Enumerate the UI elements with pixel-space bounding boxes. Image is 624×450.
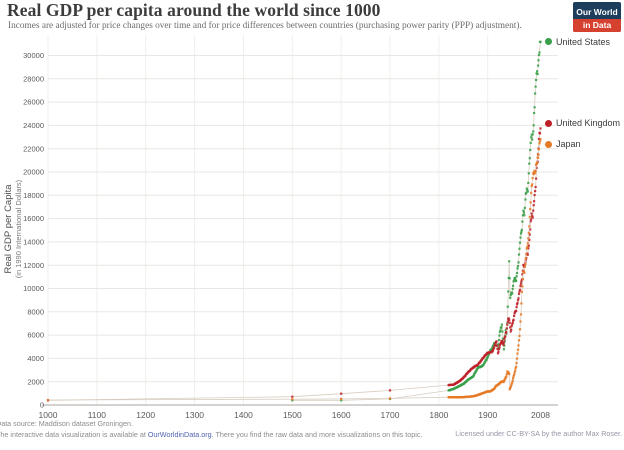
svg-text:2000: 2000 bbox=[27, 377, 44, 386]
svg-text:10000: 10000 bbox=[23, 284, 44, 293]
svg-text:1400: 1400 bbox=[234, 410, 253, 420]
svg-text:0: 0 bbox=[40, 401, 44, 410]
svg-text:1800: 1800 bbox=[429, 410, 448, 420]
svg-text:30000: 30000 bbox=[23, 51, 44, 60]
svg-text:16000: 16000 bbox=[23, 214, 44, 223]
interactive-note: The interactive data visualization is av… bbox=[0, 430, 624, 439]
interactive-note-pre: The interactive data visualization is av… bbox=[0, 430, 148, 439]
legend-item-japan[interactable]: Japan bbox=[545, 139, 581, 149]
svg-text:2008: 2008 bbox=[531, 410, 550, 420]
legend-label-japan: Japan bbox=[556, 139, 581, 150]
svg-text:26000: 26000 bbox=[23, 98, 44, 107]
data-source-note: Data source: Maddison dataset Groningen. bbox=[0, 419, 134, 428]
series-united-states bbox=[291, 40, 542, 402]
legend-item-united-states[interactable]: United States bbox=[545, 37, 610, 47]
owid-logo-line1: Our World bbox=[576, 7, 618, 17]
owid-logo-line2: in Data bbox=[573, 18, 621, 32]
svg-text:1200: 1200 bbox=[136, 410, 155, 420]
gridlines bbox=[42, 35, 558, 406]
owid-logo: Our World in Data bbox=[573, 2, 621, 32]
owid-link[interactable]: OurWorldinData.org bbox=[147, 430, 212, 439]
axis-tick-labels: 0 2000 4000 6000 8000 10000 12000 14000 16000 180… bbox=[23, 51, 550, 420]
legend-label-united-kingdom: United Kingdom bbox=[556, 118, 621, 129]
chart-footer: Data source: Maddison dataset Groningen.… bbox=[0, 419, 624, 439]
series-united-kingdom bbox=[46, 127, 542, 402]
legend-item-united-kingdom[interactable]: United Kingdom bbox=[545, 118, 620, 128]
legend-dot-japan bbox=[545, 140, 552, 148]
svg-text:1700: 1700 bbox=[381, 410, 400, 420]
svg-text:18000: 18000 bbox=[23, 191, 44, 200]
svg-text:1900: 1900 bbox=[478, 410, 497, 420]
chart-subtitle: Incomes are adjusted for price changes o… bbox=[8, 21, 522, 31]
license-note: Licensed under CC-BY-SA by the author Ma… bbox=[455, 429, 622, 438]
series-japan bbox=[46, 138, 542, 402]
svg-text:1000: 1000 bbox=[39, 410, 58, 420]
legend-dot-united-states bbox=[545, 38, 552, 46]
legend-dot-united-kingdom bbox=[545, 119, 552, 127]
svg-text:12000: 12000 bbox=[23, 261, 44, 270]
svg-text:1500: 1500 bbox=[283, 410, 302, 420]
page-title: Real GDP per capita around the world sin… bbox=[7, 0, 381, 20]
svg-text:6000: 6000 bbox=[27, 331, 44, 340]
svg-text:14000: 14000 bbox=[23, 238, 44, 247]
svg-text:4000: 4000 bbox=[27, 354, 44, 363]
svg-text:1300: 1300 bbox=[185, 410, 204, 420]
svg-text:1600: 1600 bbox=[332, 410, 351, 420]
svg-text:8000: 8000 bbox=[27, 307, 44, 316]
svg-text:20000: 20000 bbox=[23, 168, 44, 177]
interactive-note-post: . There you find the raw data and more v… bbox=[211, 430, 423, 439]
legend-label-united-states: United States bbox=[556, 36, 611, 47]
svg-text:28000: 28000 bbox=[23, 74, 44, 83]
svg-text:24000: 24000 bbox=[23, 121, 44, 130]
svg-text:22000: 22000 bbox=[23, 144, 44, 153]
svg-text:1100: 1100 bbox=[88, 410, 107, 420]
